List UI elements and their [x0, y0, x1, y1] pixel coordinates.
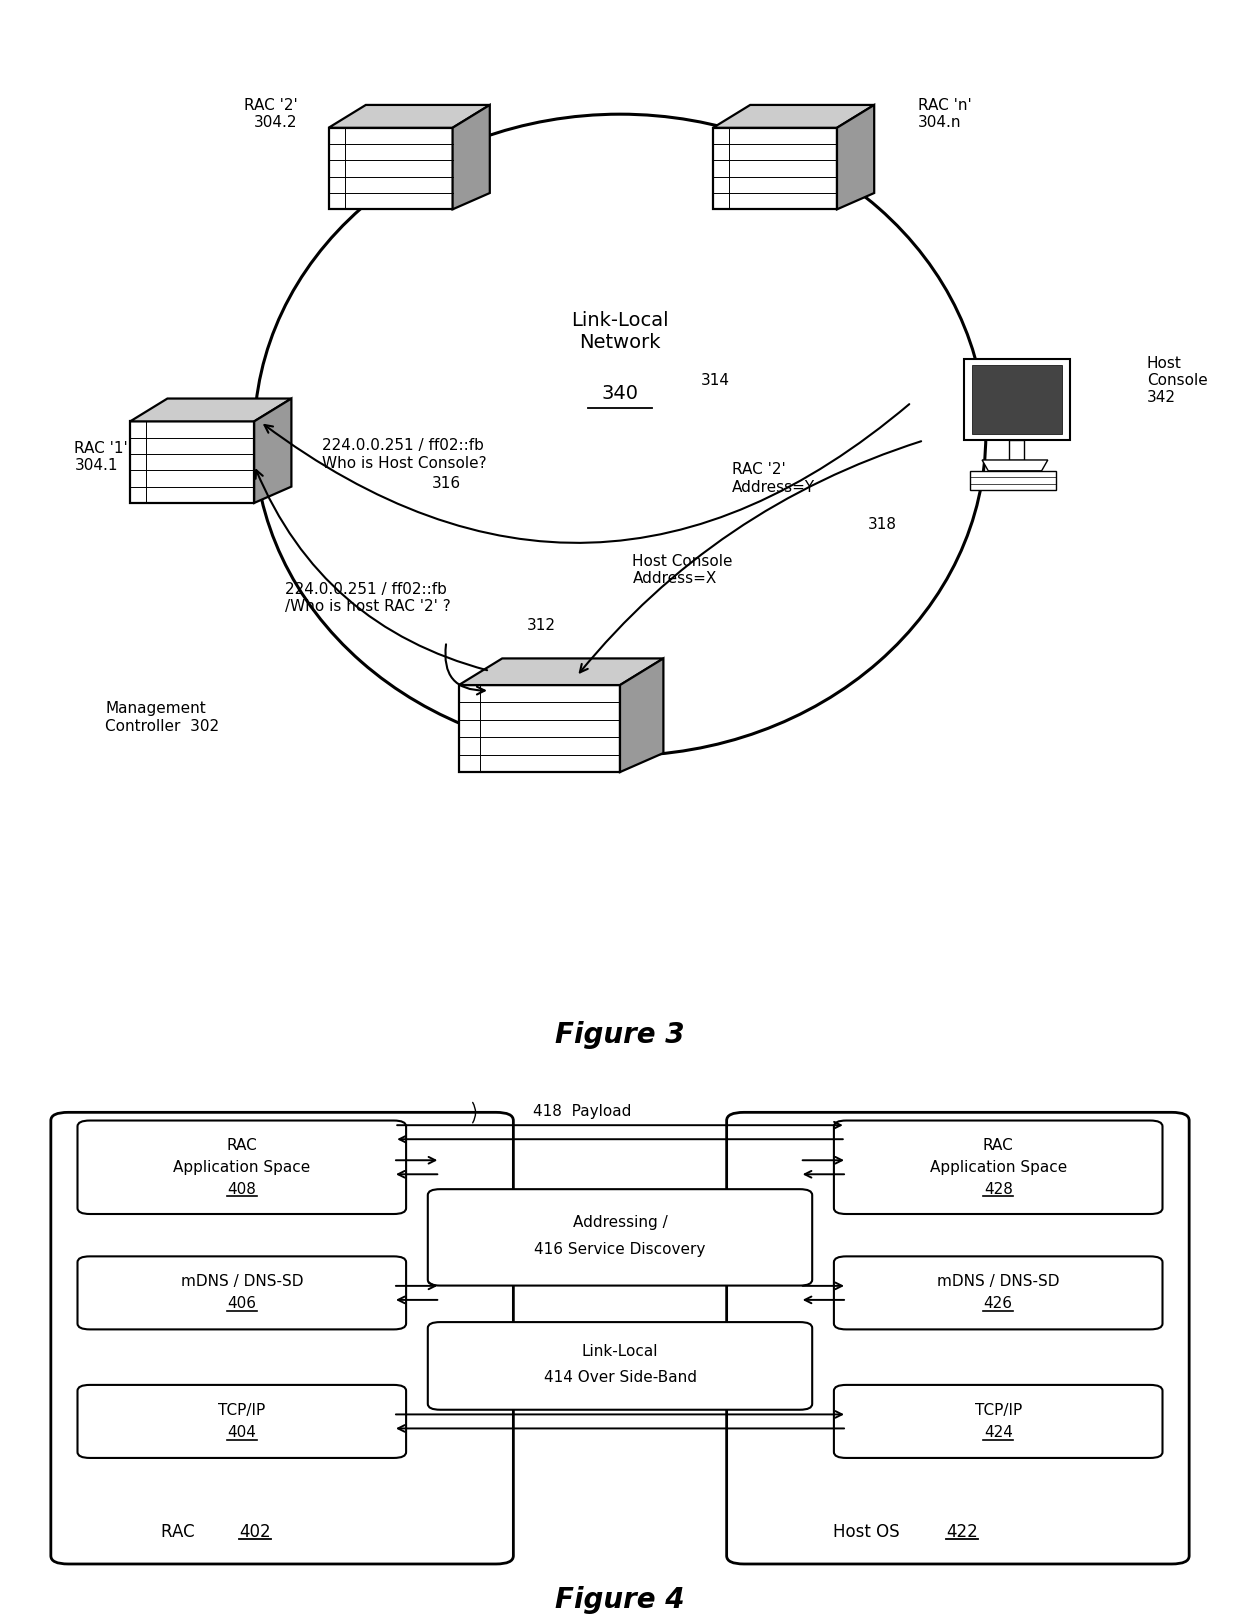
Text: RAC 'n'
304.n: RAC 'n' 304.n [918, 97, 971, 130]
FancyArrowPatch shape [802, 1157, 842, 1164]
FancyArrowPatch shape [255, 471, 487, 670]
FancyBboxPatch shape [428, 1190, 812, 1285]
Text: mDNS / DNS-SD: mDNS / DNS-SD [181, 1274, 303, 1289]
FancyArrowPatch shape [805, 1170, 844, 1178]
FancyArrowPatch shape [398, 1297, 438, 1303]
FancyArrowPatch shape [397, 1121, 841, 1128]
Text: 426: 426 [983, 1297, 1013, 1311]
Text: Addressing /: Addressing / [573, 1216, 667, 1230]
Text: RAC '1'
304.1: RAC '1' 304.1 [74, 440, 128, 472]
FancyBboxPatch shape [835, 1256, 1163, 1329]
Text: mDNS / DNS-SD: mDNS / DNS-SD [937, 1274, 1059, 1289]
FancyArrowPatch shape [399, 1136, 843, 1143]
Text: Host Console
Address=X: Host Console Address=X [632, 553, 733, 586]
Polygon shape [965, 359, 1069, 440]
Text: 416 Service Discovery: 416 Service Discovery [534, 1242, 706, 1256]
FancyArrowPatch shape [264, 404, 909, 542]
Text: RAC: RAC [983, 1138, 1013, 1152]
FancyArrowPatch shape [396, 1282, 435, 1289]
Text: 224.0.0.251 / ff02::fb
/Who is host RAC '2' ?: 224.0.0.251 / ff02::fb /Who is host RAC … [285, 583, 451, 613]
Text: 312: 312 [527, 618, 556, 633]
Text: 340: 340 [601, 385, 639, 403]
Text: TCP/IP: TCP/IP [975, 1402, 1022, 1419]
Text: 414 Over Side-Band: 414 Over Side-Band [543, 1370, 697, 1384]
FancyBboxPatch shape [835, 1384, 1163, 1457]
Text: Link-Local
Network: Link-Local Network [572, 312, 668, 352]
Polygon shape [459, 685, 620, 773]
FancyArrowPatch shape [396, 1157, 435, 1164]
Polygon shape [837, 105, 874, 209]
FancyArrowPatch shape [396, 1410, 842, 1419]
Polygon shape [982, 459, 1048, 471]
FancyBboxPatch shape [51, 1112, 513, 1565]
Polygon shape [329, 128, 453, 209]
FancyBboxPatch shape [78, 1384, 407, 1457]
Text: 424: 424 [983, 1425, 1013, 1440]
FancyBboxPatch shape [835, 1120, 1163, 1214]
Text: 402: 402 [239, 1524, 272, 1542]
FancyArrowPatch shape [398, 1170, 438, 1178]
FancyBboxPatch shape [428, 1323, 812, 1410]
Text: RAC '2'
304.2: RAC '2' 304.2 [244, 97, 298, 130]
Polygon shape [970, 471, 1056, 490]
Polygon shape [972, 365, 1061, 433]
Text: 422: 422 [946, 1524, 978, 1542]
Polygon shape [254, 399, 291, 503]
Polygon shape [329, 105, 490, 128]
Text: TCP/IP: TCP/IP [218, 1402, 265, 1419]
Text: 224.0.0.251 / ff02::fb
Who is Host Console?: 224.0.0.251 / ff02::fb Who is Host Conso… [322, 438, 487, 471]
Text: 408: 408 [227, 1182, 257, 1198]
Polygon shape [713, 105, 874, 128]
Text: Application Space: Application Space [930, 1160, 1066, 1175]
Text: 314: 314 [701, 373, 729, 388]
FancyArrowPatch shape [805, 1297, 844, 1303]
FancyArrowPatch shape [580, 441, 921, 672]
Polygon shape [130, 399, 291, 422]
Text: Figure 3: Figure 3 [556, 1021, 684, 1048]
FancyArrowPatch shape [445, 644, 485, 695]
Text: 316: 316 [432, 477, 460, 492]
Text: Management
Controller  302: Management Controller 302 [105, 701, 219, 734]
Text: 318: 318 [868, 516, 897, 532]
Text: 428: 428 [983, 1182, 1013, 1198]
Text: Link-Local: Link-Local [582, 1344, 658, 1358]
Polygon shape [459, 659, 663, 685]
Polygon shape [620, 659, 663, 773]
Polygon shape [130, 422, 254, 503]
FancyBboxPatch shape [727, 1112, 1189, 1565]
FancyArrowPatch shape [398, 1425, 844, 1431]
Text: 406: 406 [227, 1297, 257, 1311]
Text: Host OS: Host OS [833, 1524, 910, 1542]
FancyBboxPatch shape [78, 1256, 407, 1329]
Text: RAC: RAC [227, 1138, 257, 1152]
Text: RAC '2'
Address=Y: RAC '2' Address=Y [732, 463, 815, 495]
Polygon shape [1009, 440, 1024, 459]
Polygon shape [453, 105, 490, 209]
Text: 404: 404 [227, 1425, 257, 1440]
FancyArrowPatch shape [802, 1282, 842, 1289]
FancyArrowPatch shape [472, 1102, 476, 1123]
Text: 418  Payload: 418 Payload [533, 1104, 631, 1120]
Text: Application Space: Application Space [174, 1160, 310, 1175]
Text: Host
Console
342: Host Console 342 [1147, 355, 1208, 406]
Polygon shape [713, 128, 837, 209]
FancyBboxPatch shape [78, 1120, 407, 1214]
Text: Figure 4: Figure 4 [556, 1586, 684, 1613]
Text: RAC: RAC [161, 1524, 206, 1542]
